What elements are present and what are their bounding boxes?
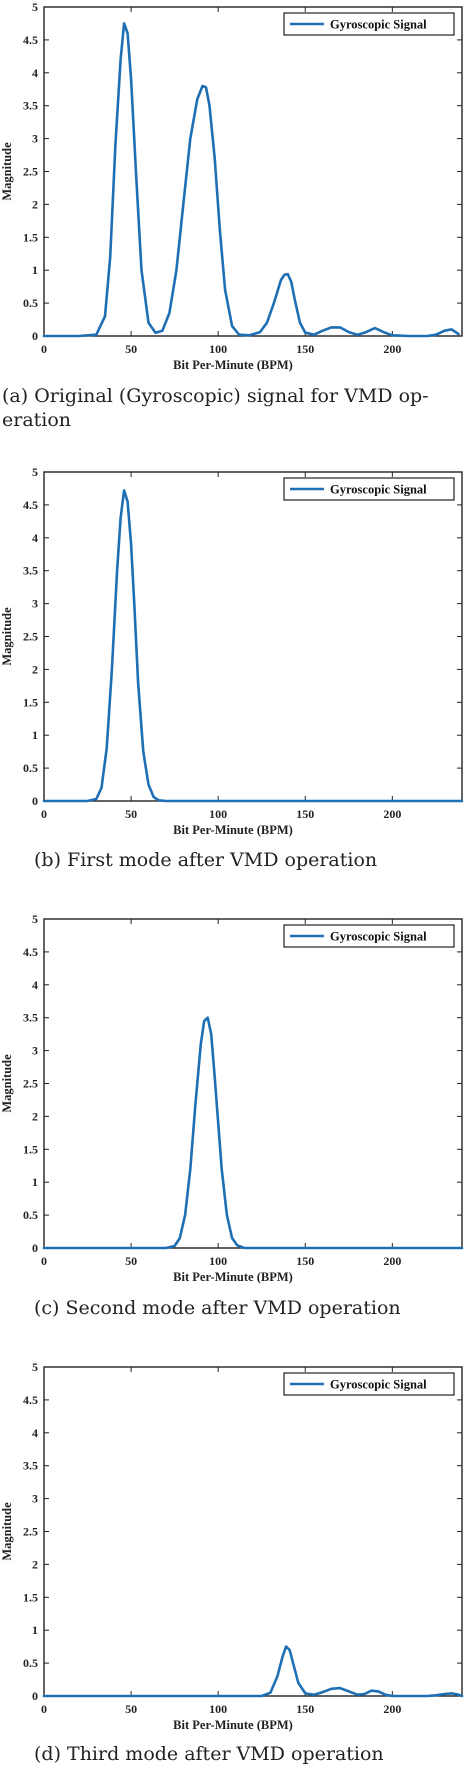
y-axis-label: Magnitude bbox=[0, 1054, 14, 1113]
legend-label: Gyroscopic Signal bbox=[330, 18, 427, 32]
x-tick-label: 50 bbox=[125, 1254, 137, 1268]
y-tick-label: 0.5 bbox=[23, 761, 38, 775]
y-tick-label: 0 bbox=[32, 329, 38, 343]
x-tick-label: 0 bbox=[41, 807, 47, 821]
y-tick-label: 4 bbox=[32, 66, 38, 80]
y-tick-label: 1.5 bbox=[23, 1590, 38, 1604]
y-tick-label: 3.5 bbox=[23, 99, 38, 113]
x-tick-label: 50 bbox=[125, 1702, 137, 1716]
plot-frame bbox=[43, 1366, 463, 1697]
x-tick-label: 50 bbox=[125, 342, 137, 356]
chart-panel: 0 0.5 1 1.5 2 2.5 3 3.5 4 4.5 5 0 50 100 150 200 Bit Per… bbox=[0, 913, 474, 1346]
y-tick-label: 2 bbox=[32, 662, 38, 676]
x-tick-label: 0 bbox=[41, 1254, 47, 1268]
y-tick-label: 1 bbox=[32, 263, 38, 277]
x-tick-label: 200 bbox=[383, 807, 401, 821]
x-tick-label: 150 bbox=[296, 807, 314, 821]
figure-caption: (c) Second mode after VMD operation bbox=[34, 1297, 401, 1319]
x-axis-label: Bit Per-Minute (BPM) bbox=[173, 823, 293, 837]
y-tick-label: 5 bbox=[32, 465, 38, 479]
y-tick-label: 3 bbox=[32, 1492, 38, 1506]
y-tick-label: 2.5 bbox=[23, 165, 38, 179]
y-axis-label: Magnitude bbox=[0, 1502, 14, 1561]
y-tick-label: 2.5 bbox=[23, 1525, 38, 1539]
x-tick-label: 200 bbox=[383, 1254, 401, 1268]
x-axis-label: Bit Per-Minute (BPM) bbox=[173, 1270, 293, 1284]
legend-box bbox=[283, 477, 455, 501]
x-tick-label: 200 bbox=[383, 1702, 401, 1716]
legend-label: Gyroscopic Signal bbox=[330, 1378, 427, 1392]
y-axis-label: Magnitude bbox=[0, 607, 14, 666]
legend-box bbox=[283, 1372, 455, 1396]
y-tick-label: 4 bbox=[32, 531, 38, 545]
x-tick-label: 100 bbox=[209, 807, 227, 821]
y-tick-label: 4.5 bbox=[23, 33, 38, 47]
figure-caption: (d) Third mode after VMD operation bbox=[34, 1743, 384, 1765]
y-tick-label: 0 bbox=[32, 794, 38, 808]
y-tick-label: 0 bbox=[32, 1689, 38, 1703]
y-tick-label: 3.5 bbox=[23, 1459, 38, 1473]
x-tick-label: 0 bbox=[41, 342, 47, 356]
chart-panel: 0 0.5 1 1.5 2 2.5 3 3.5 4 4.5 5 0 50 100 150 200 Bit Per… bbox=[0, 465, 474, 898]
y-tick-label: 3 bbox=[32, 597, 38, 611]
x-tick-label: 50 bbox=[125, 807, 137, 821]
y-tick-label: 3.5 bbox=[23, 1011, 38, 1025]
y-tick-label: 4.5 bbox=[23, 945, 38, 959]
legend-box bbox=[283, 12, 455, 36]
y-tick-label: 1.5 bbox=[23, 230, 38, 244]
y-tick-label: 5 bbox=[32, 913, 38, 926]
series-line bbox=[42, 489, 464, 803]
x-tick-label: 150 bbox=[296, 1254, 314, 1268]
y-tick-label: 0.5 bbox=[23, 1208, 38, 1222]
y-tick-label: 1.5 bbox=[23, 1142, 38, 1156]
y-tick-label: 2.5 bbox=[23, 1077, 38, 1091]
y-tick-label: 1 bbox=[32, 1623, 38, 1637]
x-tick-label: 200 bbox=[383, 342, 401, 356]
y-tick-label: 0.5 bbox=[23, 1656, 38, 1670]
y-tick-label: 0 bbox=[32, 1241, 38, 1255]
x-tick-label: 100 bbox=[209, 342, 227, 356]
y-tick-label: 1 bbox=[32, 728, 38, 742]
figure-caption: (a) Original (Gyroscopic) signal for VMD… bbox=[2, 385, 429, 431]
y-axis-label: Magnitude bbox=[0, 142, 14, 201]
y-tick-label: 2 bbox=[32, 197, 38, 211]
y-tick-label: 4.5 bbox=[23, 1393, 38, 1407]
x-tick-label: 150 bbox=[296, 342, 314, 356]
x-tick-label: 150 bbox=[296, 1702, 314, 1716]
y-tick-label: 4.5 bbox=[23, 498, 38, 512]
legend-box bbox=[283, 924, 455, 948]
legend-label: Gyroscopic Signal bbox=[330, 930, 427, 944]
plot-frame bbox=[43, 918, 463, 1249]
x-axis-label: Bit Per-Minute (BPM) bbox=[173, 1718, 293, 1732]
y-tick-label: 2 bbox=[32, 1557, 38, 1571]
y-tick-label: 5 bbox=[32, 1360, 38, 1374]
series-line bbox=[42, 1645, 464, 1698]
y-tick-label: 3 bbox=[32, 1044, 38, 1058]
y-tick-label: 0.5 bbox=[23, 296, 38, 310]
series-line bbox=[42, 1016, 464, 1250]
y-tick-label: 2 bbox=[32, 1109, 38, 1123]
chart-panel: 0 0.5 1 1.5 2 2.5 3 3.5 4 4.5 5 0 50 100 150 200 Bit Per… bbox=[0, 0, 474, 434]
y-tick-label: 4 bbox=[32, 1426, 38, 1440]
x-tick-label: 0 bbox=[41, 1702, 47, 1716]
y-tick-label: 1.5 bbox=[23, 695, 38, 709]
y-tick-label: 1 bbox=[32, 1175, 38, 1189]
x-tick-label: 100 bbox=[209, 1702, 227, 1716]
figure-caption: (b) First mode after VMD operation bbox=[34, 849, 378, 871]
y-tick-label: 3 bbox=[32, 132, 38, 146]
x-axis-label: Bit Per-Minute (BPM) bbox=[173, 358, 293, 372]
legend-label: Gyroscopic Signal bbox=[330, 483, 427, 497]
series-line bbox=[42, 22, 460, 338]
chart-panel: 0 0.5 1 1.5 2 2.5 3 3.5 4 4.5 5 0 50 100 150 200 Bit Per… bbox=[0, 1360, 474, 1792]
x-tick-label: 100 bbox=[209, 1254, 227, 1268]
y-tick-label: 4 bbox=[32, 978, 38, 992]
y-tick-label: 2.5 bbox=[23, 630, 38, 644]
y-tick-label: 3.5 bbox=[23, 564, 38, 578]
y-tick-label: 5 bbox=[32, 0, 38, 14]
